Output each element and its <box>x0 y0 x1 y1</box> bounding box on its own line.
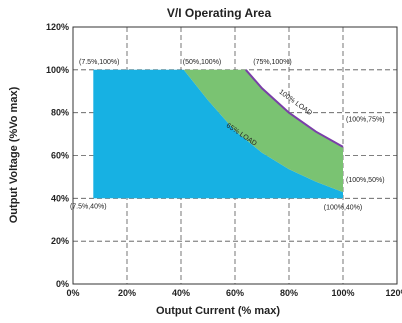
x-tick-label: 80% <box>280 288 298 298</box>
y-tick-label: 120% <box>46 22 69 32</box>
point-annotation: (7.5%,100%) <box>79 59 119 66</box>
plot-border <box>72 26 398 285</box>
y-tick-label: 80% <box>51 108 69 118</box>
operating-areas <box>93 69 344 199</box>
x-tick-label: 100% <box>331 288 354 298</box>
region-100-load <box>183 69 343 193</box>
region-65-load <box>93 69 343 199</box>
x-tick-label: 60% <box>226 288 244 298</box>
y-tick-label: 60% <box>51 151 69 161</box>
x-tick-label: 120% <box>385 288 402 298</box>
y-tick-label: 0% <box>56 279 69 289</box>
y-tick-label: 100% <box>46 65 69 75</box>
y-axis-title: Output Voltage (%Vo max) <box>8 86 20 223</box>
x-tick-label: 40% <box>172 288 190 298</box>
y-tick-label: 40% <box>51 193 69 203</box>
point-annotation: (75%,100%) <box>253 59 292 66</box>
chart-title: V/I Operating Area <box>167 6 272 20</box>
x-tick-label: 0% <box>66 288 79 298</box>
point-annotation: (100%,40%) <box>324 204 363 211</box>
point-annotation: (50%,100%) <box>183 59 222 66</box>
curve-100-load <box>245 69 344 148</box>
x-axis-title: Output Current (% max) <box>156 305 280 317</box>
point-annotations: (7.5%,100%) (50%,100%) (75%,100%) (100%,75%… <box>70 59 385 211</box>
x-tick-label: 20% <box>118 288 136 298</box>
axis-ticks: 0% 20% 40% 60% 80% 100% 120% 0% 20% 40% 60% 80% 100%… <box>46 22 402 298</box>
point-annotation: (100%,75%) <box>346 116 385 123</box>
y-tick-label: 20% <box>51 236 69 246</box>
point-annotation: (100%,50%) <box>346 177 385 184</box>
point-annotation: (7.5%,40%) <box>70 203 107 210</box>
